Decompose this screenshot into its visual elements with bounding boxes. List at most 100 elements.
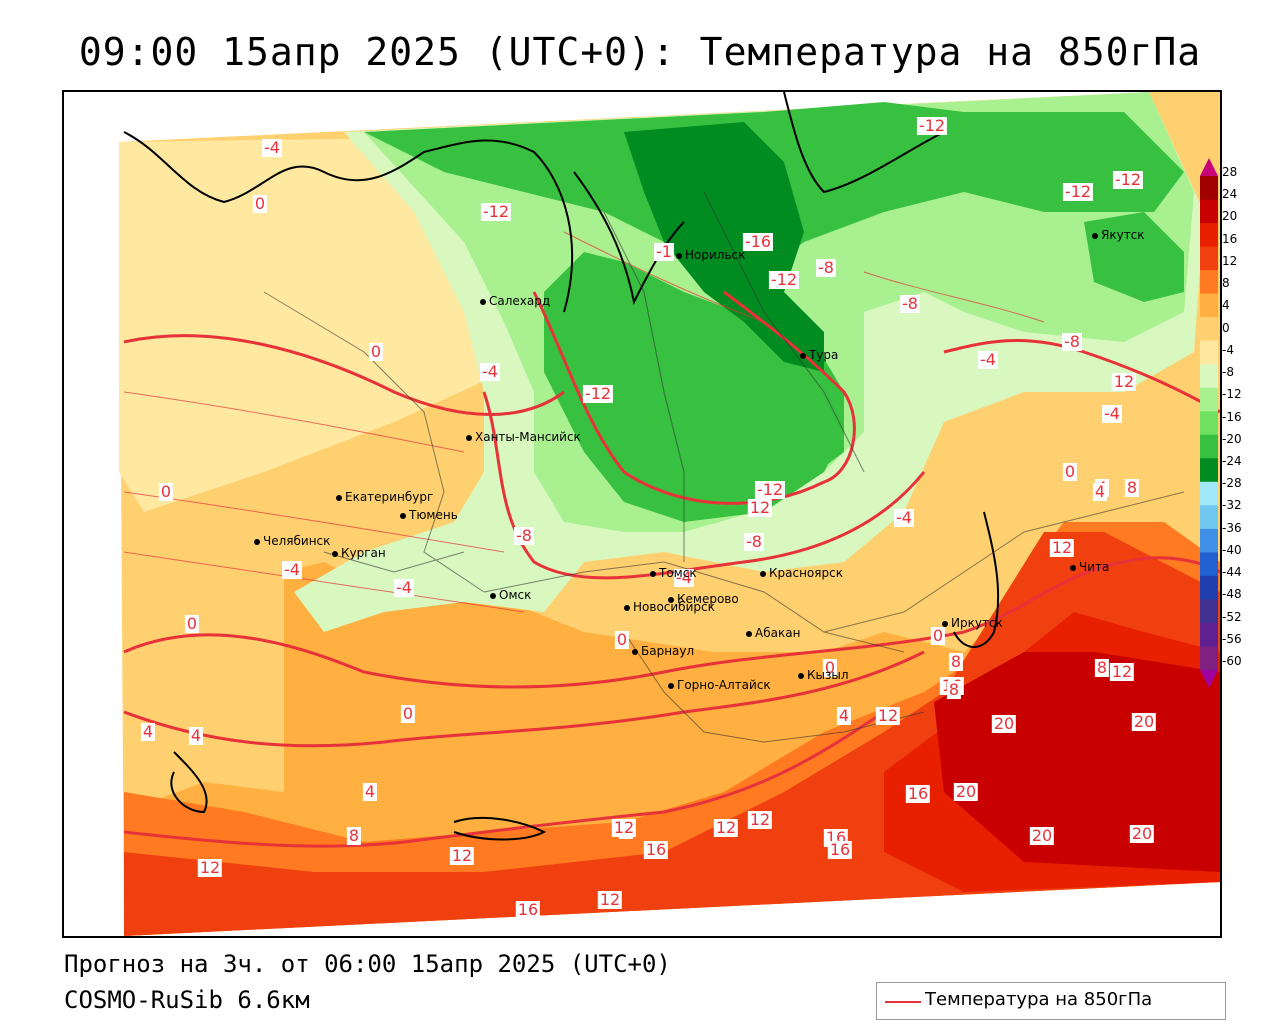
city-dot-icon [650, 570, 656, 577]
coastlines [123, 92, 1000, 841]
city-marker: Новосибирск [624, 600, 715, 614]
scale-tick-label: -16 [1222, 409, 1242, 424]
city-name: Кемерово [677, 592, 739, 606]
contour-label: 12 [611, 818, 637, 837]
city-marker: Тура [800, 348, 838, 362]
city-dot-icon [746, 630, 752, 637]
contour-label: -4 [894, 508, 914, 527]
contour-label: -12 [768, 270, 800, 289]
contour-label: 4 [836, 706, 852, 725]
contour-label: 0 [400, 704, 416, 723]
city-dot-icon [400, 512, 406, 519]
city-marker: Кызыл [798, 668, 849, 682]
scale-tick-label: -36 [1222, 520, 1242, 535]
legend-line-swatch [885, 1001, 921, 1003]
scale-swatch [1200, 599, 1218, 624]
scale-swatch [1200, 293, 1218, 318]
scale-tick-label: -28 [1222, 476, 1242, 491]
city-name: Горно-Алтайск [677, 678, 771, 692]
city-marker: Салехард [480, 294, 550, 308]
contour-label: -8 [816, 258, 836, 277]
contour-label: -4 [480, 362, 500, 381]
contour-label: 20 [1131, 712, 1157, 731]
contour-label: 0 [252, 194, 268, 213]
contour-label: 12 [1049, 538, 1075, 557]
scale-swatch [1200, 317, 1218, 342]
city-name: Иркутск [951, 616, 1003, 630]
city-name: Тура [809, 348, 839, 362]
contour-label: 8 [1094, 658, 1110, 677]
city-marker: Челябинск [254, 534, 330, 548]
city-name: Томск [659, 566, 697, 580]
scale-tick-label: -48 [1222, 587, 1242, 602]
scale-swatch [1200, 411, 1218, 436]
city-name: Кызыл [807, 668, 849, 682]
city-marker: Барнаул [632, 644, 694, 658]
scale-tick-label: 12 [1222, 253, 1238, 268]
city-marker: Ханты-Мансийск [466, 430, 581, 444]
contour-label: -4 [674, 568, 694, 587]
city-marker: Иркутск [942, 616, 1003, 630]
contour-label: -4 [978, 350, 998, 369]
cold-zone-12-16 [624, 122, 824, 372]
contour-label: 12 [1109, 662, 1135, 681]
scale-tick-label: -8 [1222, 365, 1234, 380]
contour-label: 8 [946, 680, 962, 699]
contour-label: 12 [747, 810, 773, 829]
city-name: Екатеринбург [345, 490, 434, 504]
contour-label: 0 [368, 342, 384, 361]
contour-label: 0 [614, 630, 630, 649]
city-dot-icon [332, 550, 338, 557]
legend-label: Температура на 850гПа [925, 989, 1153, 1010]
map-canvas [64, 92, 1220, 936]
legend: Температура на 850гПа [876, 982, 1226, 1020]
forecast-info: Прогноз на 3ч. от 06:00 15апр 2025 (UTC+… [64, 950, 671, 978]
model-info: COSMO-RuSib 6.6км [64, 986, 310, 1014]
city-dot-icon [942, 620, 948, 627]
contour-label: 12 [597, 890, 623, 909]
city-name: Ханты-Мансийск [475, 430, 581, 444]
contour-label: 0 [1062, 462, 1078, 481]
city-name: Барнаул [641, 644, 695, 658]
city-dot-icon [668, 596, 674, 603]
scale-tick-label: -52 [1222, 609, 1242, 624]
city-marker: Норильск [676, 248, 745, 262]
scale-tick-label: 8 [1222, 276, 1230, 291]
city-name: Курган [341, 546, 386, 560]
contour-label: 20 [1129, 824, 1155, 843]
contour-label: -1 [654, 242, 674, 261]
contour-label: 20 [953, 782, 979, 801]
contour-label: 0 [822, 658, 838, 677]
contour-label: -8 [744, 532, 764, 551]
contour-label: -4 [282, 560, 302, 579]
scale-swatch [1200, 176, 1218, 201]
scale-swatch [1200, 387, 1218, 412]
cold-zone-yakutsk [1084, 212, 1184, 302]
contour-label: -4 [394, 578, 414, 597]
contour-label: 4 [188, 726, 204, 745]
scale-tick-label: -44 [1222, 565, 1242, 580]
contour-label: 0 [158, 482, 174, 501]
city-dot-icon [1092, 232, 1098, 239]
contour-label: 20 [1029, 826, 1055, 845]
contour-label: 16 [905, 784, 931, 803]
scale-tick-label: -20 [1222, 431, 1242, 446]
scale-tick-label: 4 [1222, 298, 1230, 313]
contour-label: 4 [1092, 482, 1108, 501]
city-dot-icon [668, 682, 674, 689]
scale-swatch [1200, 340, 1218, 365]
contour-label: -8 [900, 294, 920, 313]
warm-zone-20-24 [934, 652, 1220, 872]
scale-arrow-top [1200, 158, 1218, 176]
city-dot-icon [798, 672, 804, 679]
scale-swatch [1200, 223, 1218, 248]
city-name: Омск [499, 588, 532, 602]
city-marker: Абакан [746, 626, 800, 640]
cold-zone-west-siberia [584, 312, 844, 522]
contour-label: 8 [1124, 478, 1140, 497]
contour-label: -12 [916, 116, 948, 135]
city-marker: Томск [650, 566, 697, 580]
scale-tick-label: -12 [1222, 387, 1242, 402]
scale-swatch [1200, 552, 1218, 577]
contour-label: -8 [1062, 332, 1082, 351]
